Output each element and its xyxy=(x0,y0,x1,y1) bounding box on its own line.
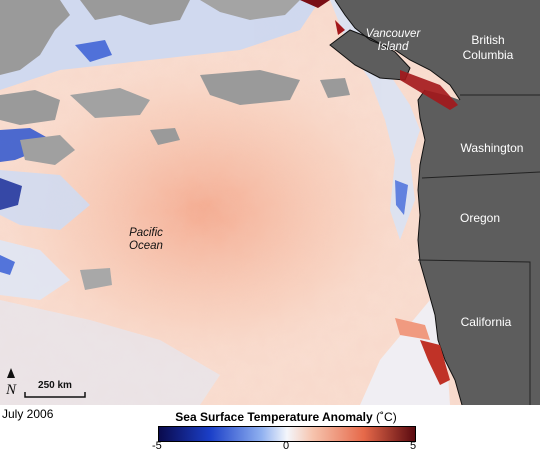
svg-text:British: British xyxy=(471,33,504,47)
svg-text:Columbia: Columbia xyxy=(463,48,514,62)
political-boundaries xyxy=(417,94,540,405)
svg-text:N: N xyxy=(5,382,17,398)
british-columbia-label: British Columbia xyxy=(463,33,514,62)
california-label: California xyxy=(461,315,512,329)
sst-anomaly-map: Vancouver Island British Columbia Washin… xyxy=(0,0,540,405)
legend-title: Sea Surface Temperature Anomaly (˚C) xyxy=(158,410,414,424)
svg-text:Island: Island xyxy=(378,41,409,53)
legend-tick-min: -5 xyxy=(152,440,162,452)
coastline xyxy=(329,0,463,405)
north-arrow: N xyxy=(5,368,17,398)
legend-unit: (˚C) xyxy=(376,410,397,424)
scale-bar: 250 km xyxy=(24,380,86,398)
svg-text:Vancouver: Vancouver xyxy=(366,28,422,40)
pacific-ocean-label: Pacific Ocean xyxy=(129,227,163,252)
legend-tick-zero: 0 xyxy=(283,440,290,452)
vancouver-island-label: Vancouver Island xyxy=(366,28,422,53)
date-label: July 2006 xyxy=(2,407,54,421)
svg-text:Pacific: Pacific xyxy=(129,227,163,239)
warm-coastal-anomaly xyxy=(300,0,458,385)
svg-text:250 km: 250 km xyxy=(38,380,72,391)
no-data-areas xyxy=(0,0,350,290)
colorbar xyxy=(158,426,416,442)
north-arrow-icon xyxy=(7,368,15,378)
land-north-america xyxy=(335,0,540,405)
map-footer: July 2006 Sea Surface Temperature Anomal… xyxy=(0,405,540,452)
legend-tick-max: 5 xyxy=(410,440,417,452)
cool-anomaly-regions xyxy=(0,0,450,405)
legend-title-text: Sea Surface Temperature Anomaly xyxy=(175,410,373,424)
washington-label: Washington xyxy=(461,141,524,155)
vancouver-island xyxy=(330,30,410,80)
oregon-label: Oregon xyxy=(460,211,500,225)
svg-text:Ocean: Ocean xyxy=(129,240,163,252)
